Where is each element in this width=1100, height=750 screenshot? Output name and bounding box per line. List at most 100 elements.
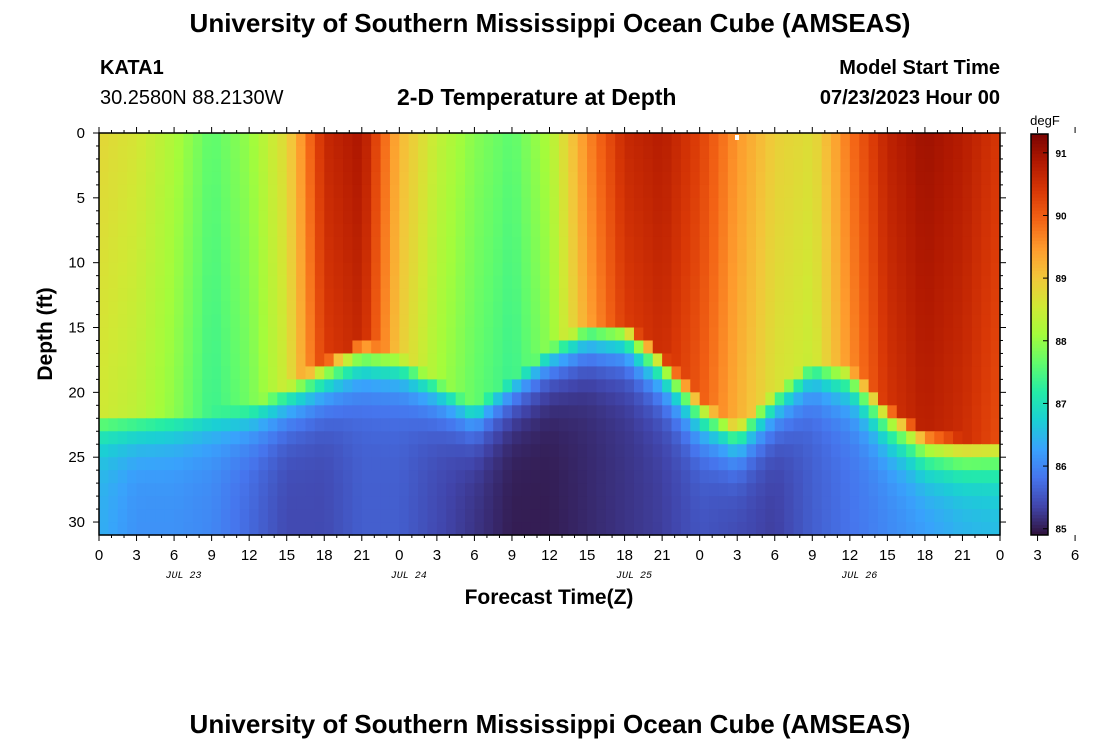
heatmap-cell <box>493 431 504 445</box>
heatmap-cell <box>408 353 419 368</box>
heatmap-cell <box>568 522 579 536</box>
heatmap-cell <box>962 431 973 445</box>
heatmap-cell <box>877 496 888 510</box>
heatmap-cell <box>934 366 945 380</box>
heatmap-cell <box>605 522 616 536</box>
heatmap-cell <box>577 522 588 536</box>
heatmap-cell <box>971 249 982 264</box>
heatmap-cell <box>812 275 823 290</box>
heatmap-cell <box>305 353 316 368</box>
heatmap-cell <box>314 431 325 445</box>
heatmap-cell <box>521 288 532 303</box>
heatmap-cell <box>690 405 701 419</box>
heatmap-cell <box>352 392 363 406</box>
heatmap-cell <box>953 184 964 199</box>
heatmap-cell <box>436 133 447 147</box>
heatmap-cell <box>981 236 992 251</box>
heatmap-cell <box>784 340 795 355</box>
heatmap-cell <box>662 483 673 497</box>
heatmap-cell <box>943 133 954 147</box>
colorbar-segment <box>1031 504 1048 509</box>
heatmap-cell <box>802 249 813 264</box>
heatmap-cell <box>333 133 344 147</box>
heatmap-cell <box>286 210 297 225</box>
heatmap-cell <box>408 210 419 225</box>
heatmap-cell <box>192 457 203 471</box>
y-axis-title: Depth (ft) <box>34 287 57 380</box>
heatmap-cell <box>699 145 710 160</box>
heatmap-cell <box>408 145 419 160</box>
heatmap-cell <box>352 223 363 238</box>
heatmap-cell <box>427 431 438 445</box>
heatmap-cell <box>493 158 504 173</box>
heatmap-cell <box>906 197 917 212</box>
heatmap-cell <box>915 418 926 432</box>
y-tick-label: 20 <box>68 384 85 401</box>
heatmap-cell <box>314 496 325 510</box>
heatmap-cell <box>127 483 138 497</box>
heatmap-cell <box>314 301 325 316</box>
heatmap-cell <box>361 145 372 160</box>
heatmap-cell <box>849 431 860 445</box>
heatmap-cell <box>906 223 917 238</box>
heatmap-cell <box>230 353 241 368</box>
heatmap-cell <box>324 197 335 212</box>
heatmap-cell <box>568 262 579 277</box>
heatmap-cell <box>652 171 663 186</box>
heatmap-cell <box>446 353 457 368</box>
plot-title: 2-D Temperature at Depth <box>397 84 677 110</box>
heatmap-cell <box>765 483 776 497</box>
heatmap-cell <box>108 223 119 238</box>
heatmap-cell <box>652 327 663 342</box>
heatmap-cell <box>577 470 588 484</box>
heatmap-cell <box>230 496 241 510</box>
heatmap-cell <box>465 249 476 264</box>
heatmap-cell <box>371 457 382 471</box>
heatmap-cell <box>690 223 701 238</box>
heatmap-cell <box>371 171 382 186</box>
heatmap-cell <box>333 444 344 458</box>
heatmap-cell <box>774 197 785 212</box>
heatmap-cell <box>906 483 917 497</box>
heatmap-cell <box>746 509 757 523</box>
heatmap-cell <box>924 288 935 303</box>
heatmap-cell <box>671 262 682 277</box>
heatmap-cell <box>267 210 278 225</box>
heatmap-cell <box>155 171 166 186</box>
heatmap-cell <box>211 275 222 290</box>
heatmap-cell <box>596 431 607 445</box>
heatmap-cell <box>615 158 626 173</box>
heatmap-cell <box>389 262 400 277</box>
heatmap-cell <box>840 405 851 419</box>
heatmap-cell <box>953 340 964 355</box>
heatmap-cell <box>877 184 888 199</box>
heatmap-cell <box>896 496 907 510</box>
heatmap-cell <box>971 340 982 355</box>
heatmap-cell <box>427 133 438 147</box>
heatmap-cell <box>671 275 682 290</box>
heatmap-cell <box>418 431 429 445</box>
heatmap-cell <box>258 405 269 419</box>
heatmap-cell <box>202 405 213 419</box>
heatmap-cell <box>868 392 879 406</box>
heatmap-cell <box>371 210 382 225</box>
heatmap-cell <box>117 522 128 536</box>
heatmap-cell <box>831 210 842 225</box>
heatmap-cell <box>474 431 485 445</box>
heatmap-cell <box>455 197 466 212</box>
heatmap-cell <box>746 483 757 497</box>
heatmap-cell <box>971 301 982 316</box>
heatmap-cell <box>774 379 785 393</box>
heatmap-cell <box>511 184 522 199</box>
heatmap-cell <box>840 483 851 497</box>
heatmap-cell <box>108 262 119 277</box>
heatmap-cell <box>314 184 325 199</box>
heatmap-cell <box>192 327 203 342</box>
heatmap-cell <box>821 197 832 212</box>
heatmap-cell <box>530 158 541 173</box>
heatmap-cell <box>389 405 400 419</box>
heatmap-cell <box>389 171 400 186</box>
heatmap-cell <box>877 301 888 316</box>
heatmap-cell <box>868 405 879 419</box>
heatmap-cell <box>192 314 203 329</box>
